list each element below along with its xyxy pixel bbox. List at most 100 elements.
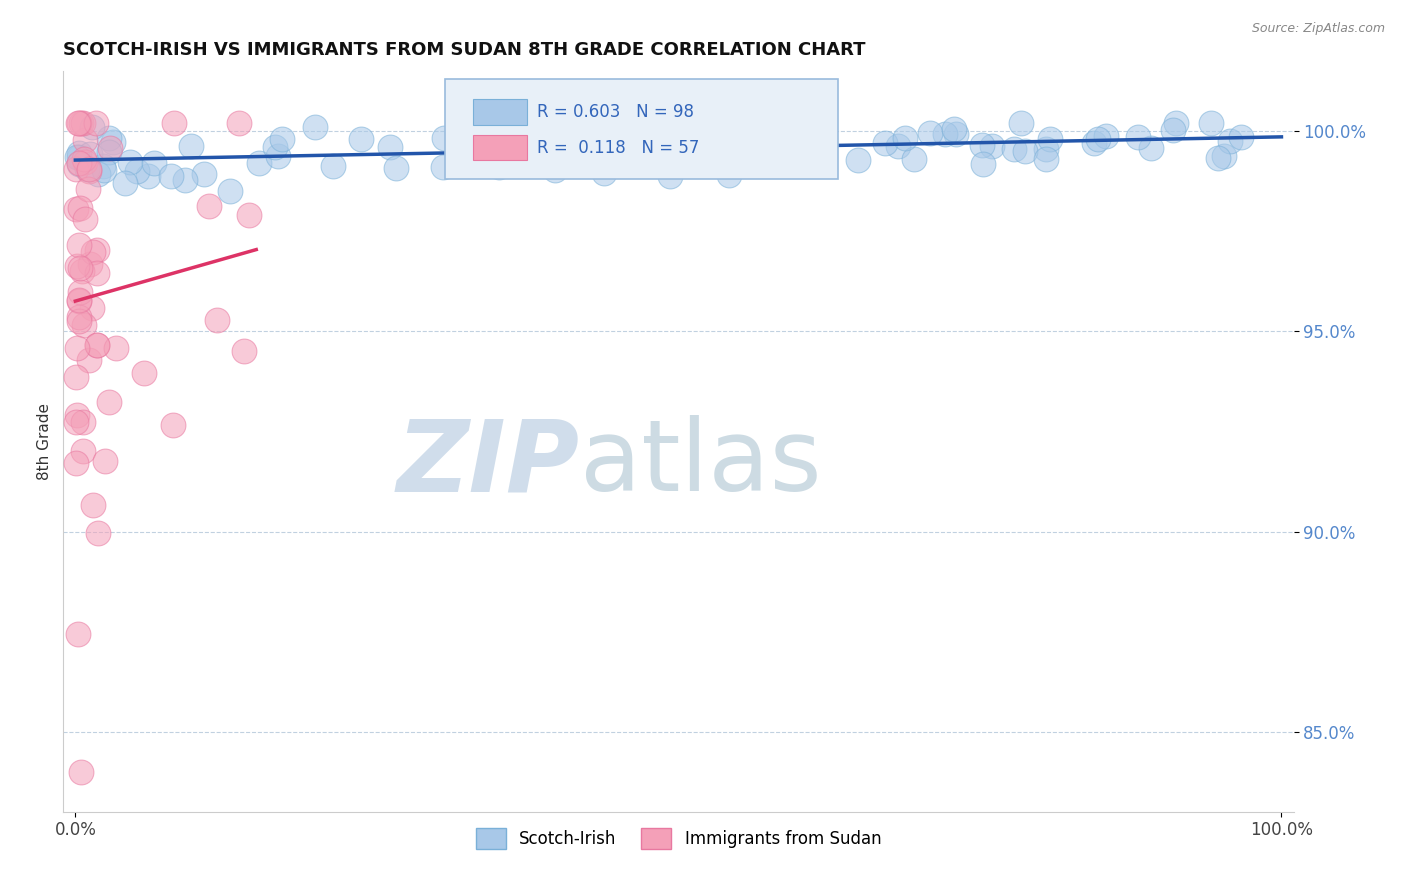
Point — [174, 173, 197, 187]
Point — [350, 132, 373, 146]
Point — [1010, 116, 1032, 130]
Point — [138, 169, 160, 184]
Point — [1087, 132, 1109, 146]
Point — [79, 257, 101, 271]
Point — [602, 151, 624, 165]
Point — [94, 454, 117, 468]
Point — [105, 342, 128, 356]
Text: ZIP: ZIP — [396, 416, 579, 512]
Point — [591, 127, 613, 141]
Point — [79, 147, 101, 161]
Point — [66, 408, 89, 422]
Legend: Scotch-Irish, Immigrants from Sudan: Scotch-Irish, Immigrants from Sudan — [468, 822, 889, 855]
Point — [75, 211, 97, 226]
Point — [69, 116, 91, 130]
Y-axis label: 8th Grade: 8th Grade — [37, 403, 52, 480]
Point — [799, 141, 821, 155]
Point — [433, 131, 456, 145]
Point — [69, 201, 91, 215]
Point — [1035, 152, 1057, 166]
Point — [304, 120, 326, 135]
Point — [807, 130, 830, 145]
Point — [1002, 142, 1025, 156]
Point — [1199, 116, 1222, 130]
Point — [193, 167, 215, 181]
Point — [645, 158, 668, 172]
Point — [73, 318, 96, 333]
Point — [945, 127, 967, 141]
Point — [67, 314, 90, 328]
Point — [162, 418, 184, 433]
Point — [142, 155, 165, 169]
Point — [72, 264, 94, 278]
Text: atlas: atlas — [579, 416, 821, 512]
Point — [132, 367, 155, 381]
Text: R = 0.603   N = 98: R = 0.603 N = 98 — [537, 103, 695, 121]
Point — [544, 163, 567, 178]
Point — [593, 141, 616, 155]
Point — [163, 116, 186, 130]
Point — [460, 139, 482, 153]
Point — [846, 153, 869, 167]
Point — [943, 122, 966, 136]
Point — [97, 394, 120, 409]
Point — [65, 202, 87, 216]
Point — [321, 160, 343, 174]
Point — [1039, 132, 1062, 146]
Point — [97, 131, 120, 145]
Point — [84, 116, 107, 130]
Point — [665, 137, 688, 152]
Point — [654, 136, 676, 150]
Point — [718, 116, 741, 130]
Point — [1140, 141, 1163, 155]
Point — [72, 415, 94, 429]
Point — [631, 134, 654, 148]
Point — [664, 131, 686, 145]
Point — [77, 164, 100, 178]
Point — [120, 155, 142, 169]
Point — [1212, 149, 1234, 163]
Point — [249, 156, 271, 170]
Point — [73, 153, 96, 167]
Point — [86, 338, 108, 352]
Point — [65, 161, 87, 176]
Point — [97, 145, 120, 159]
Point — [675, 128, 697, 142]
Point — [717, 129, 740, 144]
Point — [775, 144, 797, 158]
Point — [970, 138, 993, 153]
Point — [233, 343, 256, 358]
Point — [69, 285, 91, 299]
Point — [593, 166, 616, 180]
Point — [67, 310, 90, 324]
Point — [1219, 134, 1241, 148]
Point — [77, 161, 100, 176]
Text: SCOTCH-IRISH VS IMMIGRANTS FROM SUDAN 8TH GRADE CORRELATION CHART: SCOTCH-IRISH VS IMMIGRANTS FROM SUDAN 8T… — [63, 41, 866, 59]
Point — [75, 154, 97, 169]
Point — [67, 145, 90, 160]
Point — [82, 301, 104, 315]
Point — [180, 139, 202, 153]
Point — [470, 153, 492, 168]
Point — [475, 118, 498, 132]
Point — [101, 135, 124, 149]
Point — [510, 128, 533, 143]
Point — [72, 116, 94, 130]
Point — [67, 157, 90, 171]
Point — [637, 131, 659, 145]
Point — [93, 163, 115, 178]
Point — [271, 131, 294, 145]
Point — [1161, 122, 1184, 136]
Point — [65, 456, 87, 470]
Point — [432, 160, 454, 174]
Point — [228, 116, 250, 130]
Point — [86, 266, 108, 280]
Point — [67, 150, 90, 164]
Point — [91, 159, 114, 173]
Point — [77, 181, 100, 195]
Point — [903, 152, 925, 166]
Point — [127, 164, 149, 178]
Point — [86, 525, 108, 540]
Point — [488, 160, 510, 174]
Point — [67, 294, 90, 309]
